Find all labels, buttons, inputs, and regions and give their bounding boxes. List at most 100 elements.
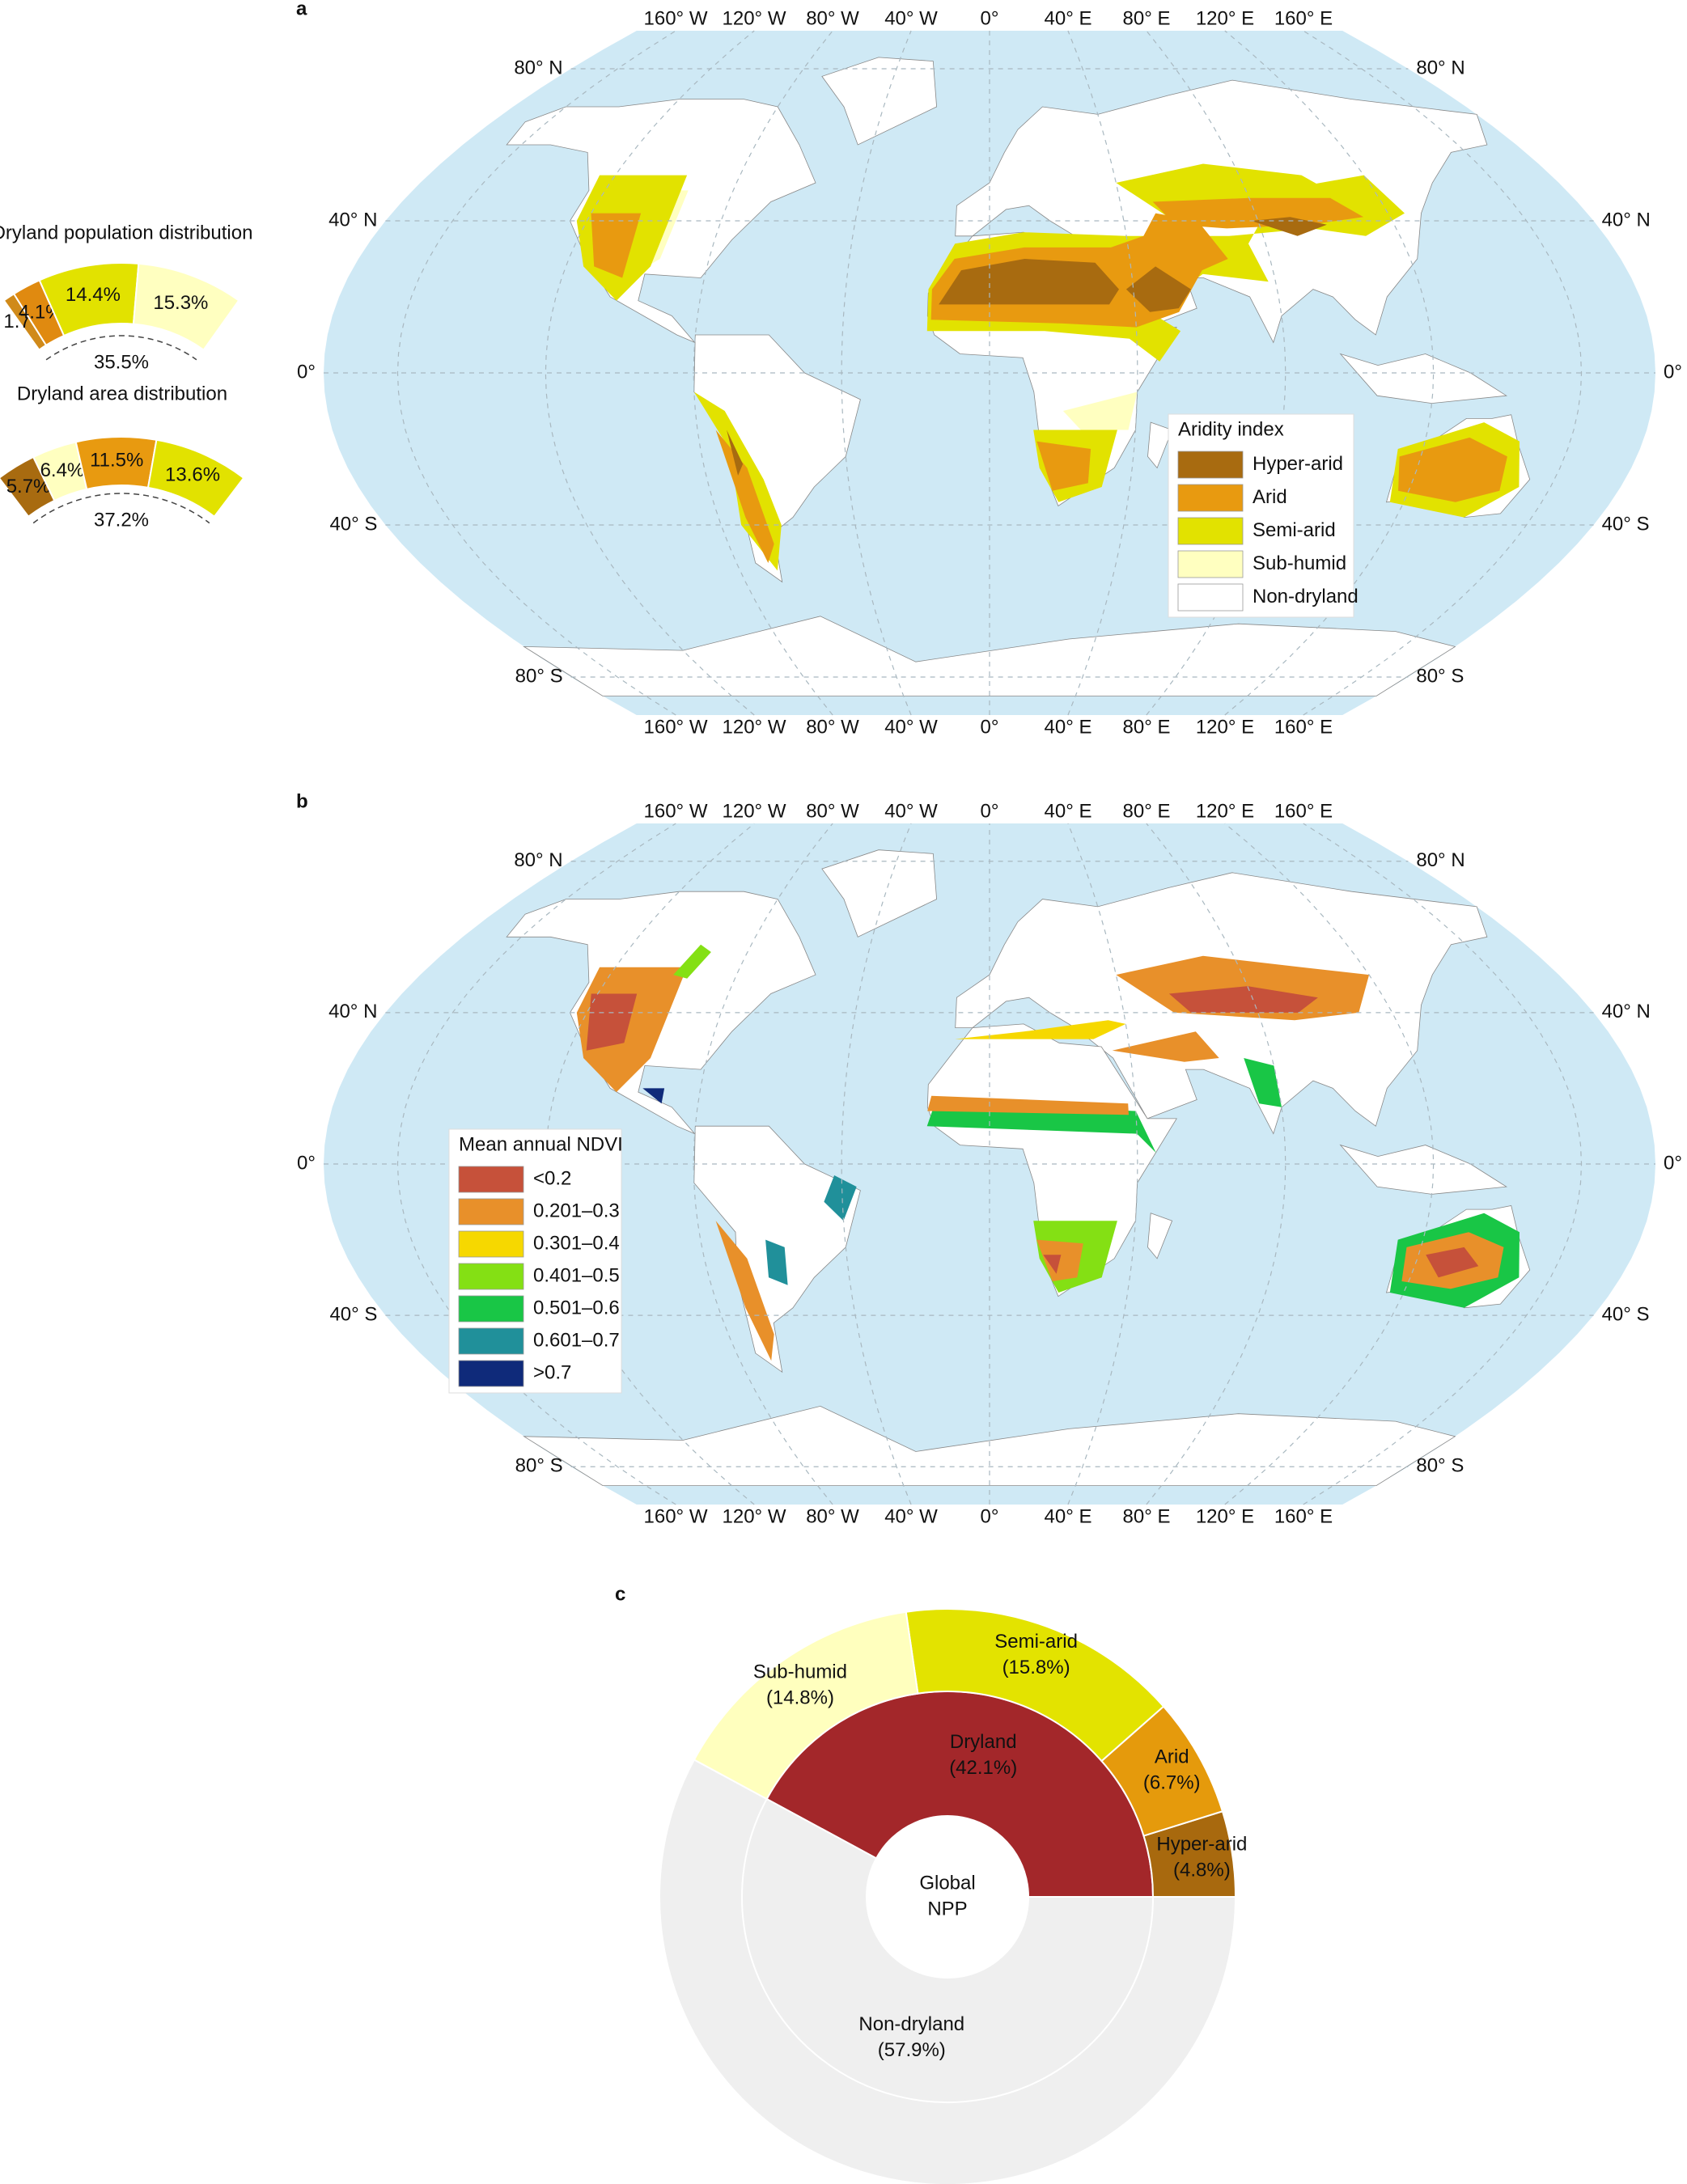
lon-label: 160° E: [1274, 1505, 1333, 1527]
legend-label: 0.301–0.4: [533, 1232, 620, 1254]
graticule: [1067, 30, 1138, 716]
graticule: [1303, 823, 1583, 1505]
lat-label: 40° S: [329, 1303, 377, 1325]
legend-swatch: [458, 1295, 524, 1323]
legend-swatch: [458, 1360, 524, 1387]
dryland-zone: [1426, 1246, 1479, 1278]
legend-label: 0.201–0.3: [533, 1200, 620, 1221]
lat-label: 80° S: [515, 665, 563, 687]
lat-label: 40° N: [328, 1001, 377, 1022]
lat-label: 40° S: [329, 513, 377, 535]
graticule: [396, 823, 676, 1505]
arc-segment: [146, 438, 245, 518]
lon-label: 0°: [981, 1505, 999, 1527]
land: [821, 57, 938, 146]
legend-title: Aridity index: [1178, 418, 1284, 440]
legend-swatch: [458, 1327, 524, 1355]
panel-label: c: [615, 1583, 625, 1605]
legend-label: 0.601–0.7: [533, 1329, 620, 1351]
lat-label: 40° N: [328, 209, 377, 231]
sunburst-segment: [659, 1759, 1237, 2184]
dryland-zone: [1251, 217, 1327, 236]
graticule: [1146, 823, 1286, 1505]
value-label: 6.4%: [40, 459, 85, 481]
center-label: Global: [919, 1872, 975, 1894]
dryland-zone: [715, 1221, 774, 1361]
legend-label: <0.2: [533, 1167, 571, 1189]
graticule: [693, 30, 833, 716]
lon-label: 160° W: [644, 800, 708, 822]
lon-label: 160° W: [644, 716, 708, 738]
lon-label: 120° E: [1196, 1505, 1254, 1527]
lon-label: 120° W: [723, 716, 786, 738]
segment-name: Non-dryland: [858, 2013, 964, 2035]
graticule: [1224, 823, 1435, 1505]
value-label: (57.9%): [878, 2039, 946, 2061]
legend-swatch: [1177, 484, 1244, 512]
dryland-zone: [926, 1103, 1156, 1153]
legend-swatch: [1177, 550, 1244, 578]
segment-name: Sub-humid: [753, 1661, 847, 1683]
segment-name: Arid: [1155, 1746, 1189, 1768]
lon-label: 80° W: [806, 1505, 859, 1527]
graticule: [1303, 30, 1583, 716]
legend-box: [1168, 413, 1354, 618]
ring-divider: [741, 1798, 1154, 2103]
lon-label: 80° W: [806, 7, 859, 29]
legend-swatch: [1177, 583, 1244, 612]
lon-label: 40° E: [1045, 800, 1092, 822]
lon-label: 80° E: [1123, 716, 1171, 738]
lon-label: 40° W: [884, 716, 938, 738]
lat-label: 80° N: [514, 57, 562, 78]
legend-swatch: [458, 1230, 524, 1258]
legend-label: 0.501–0.6: [533, 1297, 620, 1318]
dryland-zone: [642, 1088, 665, 1104]
lon-label: 80° E: [1123, 1505, 1171, 1527]
lon-label: 160° E: [1274, 7, 1333, 29]
sunburst-segment: [693, 1610, 919, 1801]
value-label: 11.5%: [90, 449, 143, 471]
dryland-zone: [927, 1095, 1129, 1115]
lon-label: 160° E: [1274, 716, 1333, 738]
value-label: (4.8%): [1173, 1860, 1231, 1881]
graticule: [396, 30, 676, 716]
lon-label: 120° E: [1196, 7, 1254, 29]
dryland-zone: [727, 430, 744, 476]
lon-label: 40° E: [1045, 7, 1092, 29]
dryland-zone: [765, 1239, 788, 1285]
legend-swatch: [458, 1166, 524, 1193]
lon-label: 80° E: [1123, 7, 1171, 29]
lat-label: 0°: [297, 361, 316, 383]
lon-label: 0°: [981, 800, 999, 822]
dryland-zone: [1398, 437, 1507, 502]
legend-label: Non-dryland: [1253, 586, 1359, 607]
segment-name: Dryland: [950, 1731, 1017, 1753]
legend-label: >0.7: [533, 1361, 571, 1383]
graticule: [545, 823, 755, 1505]
legend-title: Mean annual NDVI: [459, 1133, 623, 1155]
dryland-zone: [591, 213, 642, 278]
dryland-zone: [1036, 441, 1091, 491]
lon-label: 0°: [981, 716, 999, 738]
lat-label: 40° N: [1602, 1001, 1651, 1022]
total-label: 37.2%: [94, 509, 149, 531]
legend-label: Hyper-arid: [1253, 453, 1343, 475]
lat-label: 40° S: [1602, 513, 1650, 535]
land: [821, 849, 938, 938]
lat-label: 80° S: [1416, 1455, 1464, 1477]
dryland-zone: [1244, 1058, 1282, 1107]
legend-swatch: [458, 1198, 524, 1225]
dryland-zone: [1036, 1239, 1083, 1281]
legend-swatch: [1177, 517, 1244, 545]
lon-label: 160° E: [1274, 800, 1333, 822]
land: [1147, 1213, 1173, 1259]
lat-label: 80° N: [1416, 849, 1464, 871]
dryland-zone: [1043, 1255, 1062, 1274]
lon-label: 40° W: [884, 800, 938, 822]
value-label: (6.7%): [1143, 1772, 1201, 1794]
lon-label: 120° W: [723, 1505, 786, 1527]
lat-label: 0°: [1664, 1152, 1682, 1174]
lat-label: 80° S: [1416, 665, 1464, 687]
lat-label: 40° N: [1602, 209, 1651, 231]
lon-label: 160° W: [644, 7, 708, 29]
